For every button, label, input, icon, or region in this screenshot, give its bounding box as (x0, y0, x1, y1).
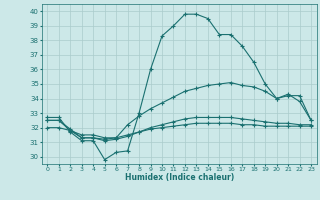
X-axis label: Humidex (Indice chaleur): Humidex (Indice chaleur) (124, 173, 234, 182)
